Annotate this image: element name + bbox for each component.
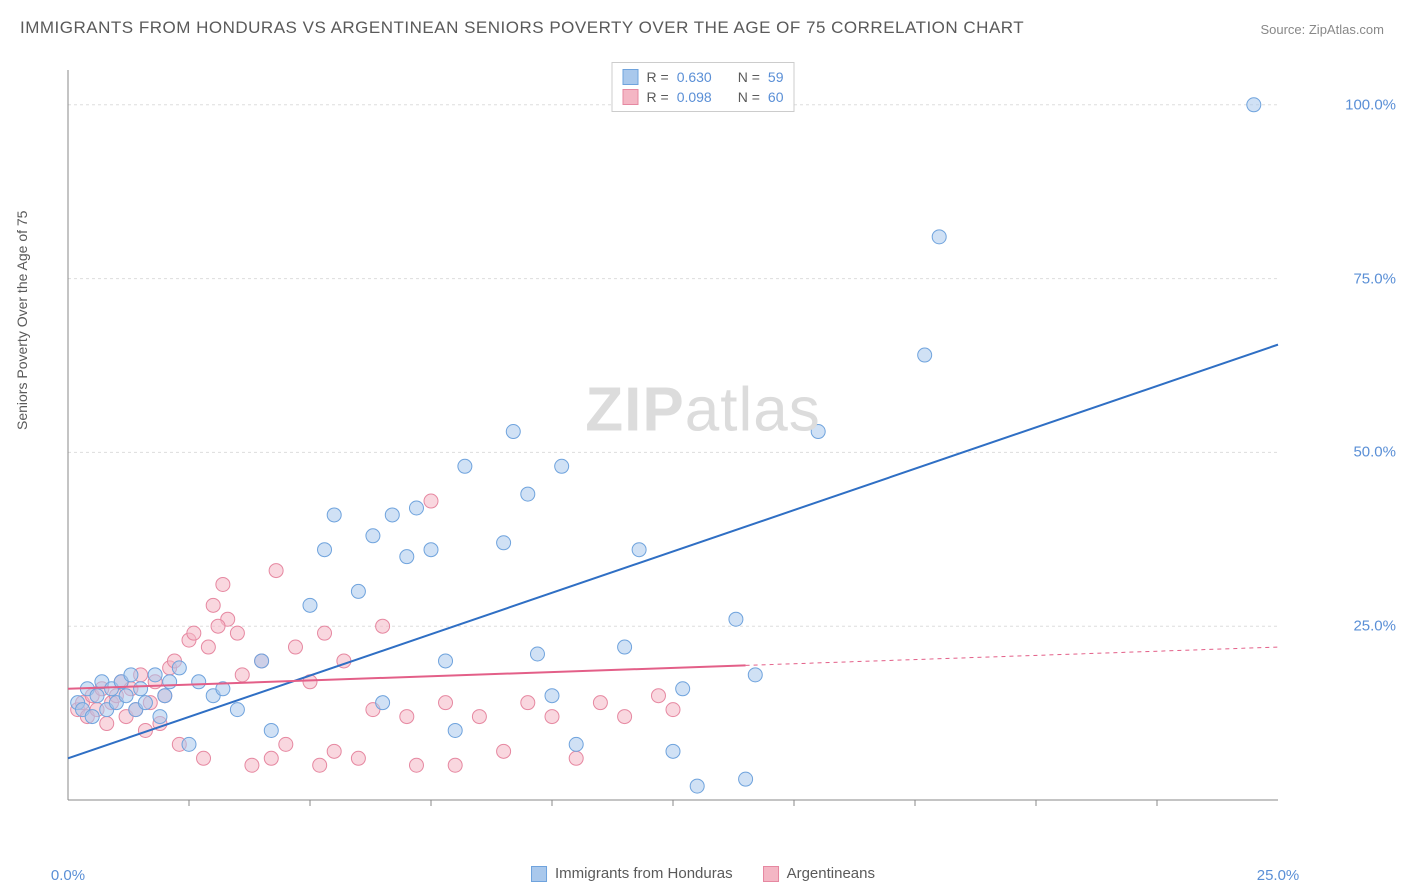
swatch-series1 — [531, 866, 547, 882]
series2-name: Argentineans — [787, 865, 875, 882]
y-tick-label: 50.0% — [1353, 444, 1396, 461]
scatter-chart — [58, 60, 1348, 830]
r-label: R = — [647, 89, 669, 105]
plot-area — [58, 60, 1348, 830]
y-axis-label: Seniors Poverty Over the Age of 75 — [14, 211, 30, 430]
legend-row-series2: R = 0.098 N = 60 — [623, 87, 784, 107]
source-value: ZipAtlas.com — [1309, 22, 1384, 37]
x-tick-label: 25.0% — [1257, 867, 1300, 884]
source-credit: Source: ZipAtlas.com — [1260, 22, 1384, 37]
legend-item-series1: Immigrants from Honduras — [531, 865, 733, 882]
r-value: 0.630 — [677, 69, 712, 85]
x-tick-label: 0.0% — [51, 867, 85, 884]
swatch-series1 — [623, 69, 639, 85]
series1-name: Immigrants from Honduras — [555, 865, 733, 882]
y-tick-label: 25.0% — [1353, 618, 1396, 635]
n-value: 60 — [768, 89, 784, 105]
chart-title: IMMIGRANTS FROM HONDURAS VS ARGENTINEAN … — [20, 18, 1024, 38]
legend-row-series1: R = 0.630 N = 59 — [623, 67, 784, 87]
legend-series: Immigrants from Honduras Argentineans — [531, 865, 875, 882]
y-tick-label: 100.0% — [1345, 96, 1396, 113]
legend-correlation: R = 0.630 N = 59 R = 0.098 N = 60 — [612, 62, 795, 112]
source-label: Source: — [1260, 22, 1308, 37]
n-label: N = — [738, 89, 760, 105]
swatch-series2 — [623, 89, 639, 105]
r-label: R = — [647, 69, 669, 85]
n-label: N = — [738, 69, 760, 85]
n-value: 59 — [768, 69, 784, 85]
r-value: 0.098 — [677, 89, 712, 105]
y-tick-label: 75.0% — [1353, 270, 1396, 287]
swatch-series2 — [763, 866, 779, 882]
legend-item-series2: Argentineans — [763, 865, 875, 882]
